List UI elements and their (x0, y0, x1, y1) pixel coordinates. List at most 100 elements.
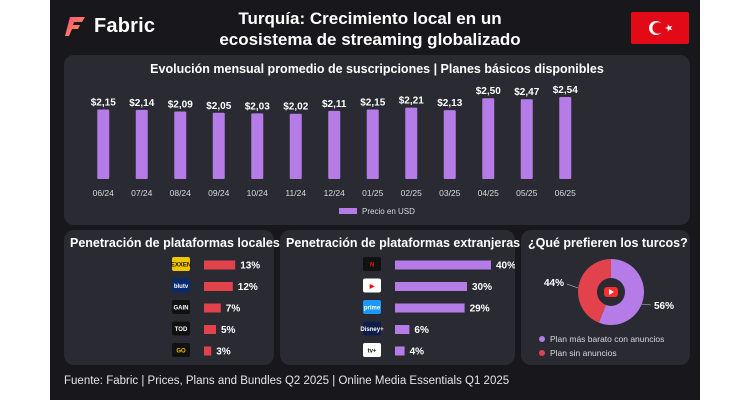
local-platform-bar (204, 346, 212, 356)
foreign-platform-value-label: 29% (470, 304, 490, 315)
local-platform-value-label: 5% (221, 325, 236, 336)
local-platform-value-label: 13% (240, 261, 260, 272)
turkey-flag-icon (631, 12, 689, 44)
source-footer: Fuente: Fabric | Prices, Plans and Bundl… (64, 375, 510, 387)
month-tick-label: 06/24 (93, 188, 115, 198)
local-platforms-chart: EXXEN 13% blutv 12% GAIN 7% TOD 5% GO 3% (171, 257, 260, 358)
foreign-platform-value-label: 6% (414, 325, 429, 336)
month-tick-label: 05/25 (516, 188, 538, 198)
pie-legend-ads: Plan más barato con anuncios (539, 334, 664, 344)
legend-dot-red (539, 350, 545, 356)
price-value-label: $2,21 (399, 96, 424, 107)
price-bar-11-24 (289, 113, 302, 179)
price-bar-01-25 (366, 109, 379, 179)
foreign-platforms-chart: N 40% ▶ 30% prime 29% Disney+ 6% tv+ 4% (360, 257, 515, 358)
foreign-platform-logo-icon (363, 321, 381, 336)
price-bar-12-24 (328, 110, 341, 179)
month-tick-label: 01/25 (362, 188, 384, 198)
price-bar-05-25 (520, 99, 533, 179)
local-platform-logo-icon (172, 321, 190, 336)
price-bar-10-24 (251, 113, 264, 179)
local-platform-logo-text: GO (176, 349, 186, 355)
local-platform-bar (204, 325, 216, 334)
local-platforms-panel: Penetración de plataformas locales EXXEN… (64, 230, 280, 365)
local-platform-value-label: 3% (216, 347, 231, 358)
local-platform-logo-text: GAIN (174, 306, 189, 312)
price-value-label: $2,15 (91, 98, 116, 109)
foreign-platforms-panel: Penetración de plataformas extranjeras N… (280, 230, 520, 365)
foreign-platform-logo-icon (363, 343, 381, 357)
price-value-label: $2,11 (322, 99, 347, 110)
foreign-platform-bar (395, 260, 491, 270)
pie-value-ads: 56% (654, 301, 674, 312)
price-bar-03-25 (443, 110, 456, 179)
preference-panel: ¿Qué prefieren los turcos? 56% 44% Plan m… (521, 230, 690, 365)
price-bar-06-25 (559, 96, 572, 179)
local-platform-bar (204, 282, 233, 291)
foreign-platform-value-label: 40% (496, 261, 515, 272)
price-value-label: $2,14 (129, 98, 154, 109)
foreign-platform-logo-icon (363, 300, 381, 314)
price-bar-06-24 (97, 109, 110, 179)
month-tick-label: 08/24 (170, 188, 192, 198)
price-bar-07-24 (135, 109, 148, 179)
month-tick-label: 09/24 (208, 188, 230, 198)
local-platform-logo-icon (172, 300, 190, 314)
foreign-platform-logo-text: Disney+ (360, 327, 384, 333)
local-platform-value-label: 7% (226, 304, 241, 315)
price-value-label: $2,15 (360, 98, 385, 109)
foreign-platform-logo-icon (363, 257, 381, 271)
title-line-2: ecosistema de streaming globalizado (219, 30, 521, 49)
local-platform-logo-text: TOD (175, 327, 188, 333)
price-value-label: $2,05 (206, 101, 231, 112)
month-tick-label: 04/25 (478, 188, 500, 198)
brand-logo: Fabric (64, 14, 155, 38)
subscription-price-panel: Evolución mensual promedio de suscripcio… (64, 55, 690, 225)
local-platform-logo-icon (172, 257, 190, 271)
local-platform-logo-text: blutv (174, 284, 189, 290)
month-tick-label: 06/25 (555, 188, 577, 198)
month-tick-label: 10/24 (247, 188, 269, 198)
pie-legend-no-ads: Plan sin anuncios (539, 348, 617, 358)
local-platform-value-label: 12% (238, 282, 258, 293)
foreign-platform-value-label: 4% (410, 347, 425, 358)
foreign-platform-value-label: 30% (472, 282, 492, 293)
legend-label-ads: Plan más barato con anuncios (550, 334, 665, 344)
leader-line-ads (640, 303, 652, 306)
foreign-platform-bar (395, 346, 405, 356)
preference-pie-chart: 56% 44% (544, 259, 674, 325)
title-line-1: Turquía: Crecimiento local en un (238, 9, 502, 28)
local-platform-logo-icon (172, 278, 190, 293)
foreign-platforms-title: Penetración de plataformas extranjeras (286, 236, 521, 250)
price-value-label: $2,50 (476, 86, 501, 97)
price-bar-chart: $2,15 06/24 $2,14 07/24 $2,09 08/24 $2,05 09/24… (91, 85, 578, 216)
legend-label-price: Precio en USD (362, 207, 415, 216)
local-platform-logo-text: EXXEN (171, 263, 191, 269)
price-value-label: $2,13 (437, 98, 462, 109)
pie-value-no-ads: 44% (544, 278, 564, 289)
local-platforms-title: Penetración de plataformas locales (70, 236, 280, 250)
local-platform-bar (204, 260, 236, 270)
brand-name: Fabric (94, 14, 156, 37)
price-value-label: $2,02 (283, 102, 308, 113)
price-value-label: $2,54 (553, 85, 578, 96)
month-tick-label: 07/24 (131, 188, 153, 198)
play-icon (609, 289, 614, 295)
pie-slice-no-ads (578, 259, 611, 323)
foreign-platform-logo-text: prime (364, 306, 381, 312)
page-title: Turquía: Crecimiento local en un ecosist… (200, 8, 540, 50)
foreign-platform-bar (395, 325, 410, 334)
price-value-label: $2,09 (168, 99, 193, 110)
legend-dot-purple (539, 336, 545, 342)
bar-chart-title: Evolución mensual promedio de suscripcio… (150, 62, 604, 76)
month-tick-label: 03/25 (439, 188, 461, 198)
foreign-platform-bar (395, 303, 465, 313)
legend-label-no-ads: Plan sin anuncios (550, 348, 617, 358)
month-tick-label: 11/24 (285, 188, 306, 198)
fabric-logo-icon (65, 17, 85, 36)
legend-swatch-price (339, 208, 357, 214)
price-bar-09-24 (212, 112, 225, 179)
month-tick-label: 12/24 (324, 188, 346, 198)
price-bar-08-24 (174, 111, 187, 179)
foreign-platform-logo-text: N (370, 263, 374, 269)
